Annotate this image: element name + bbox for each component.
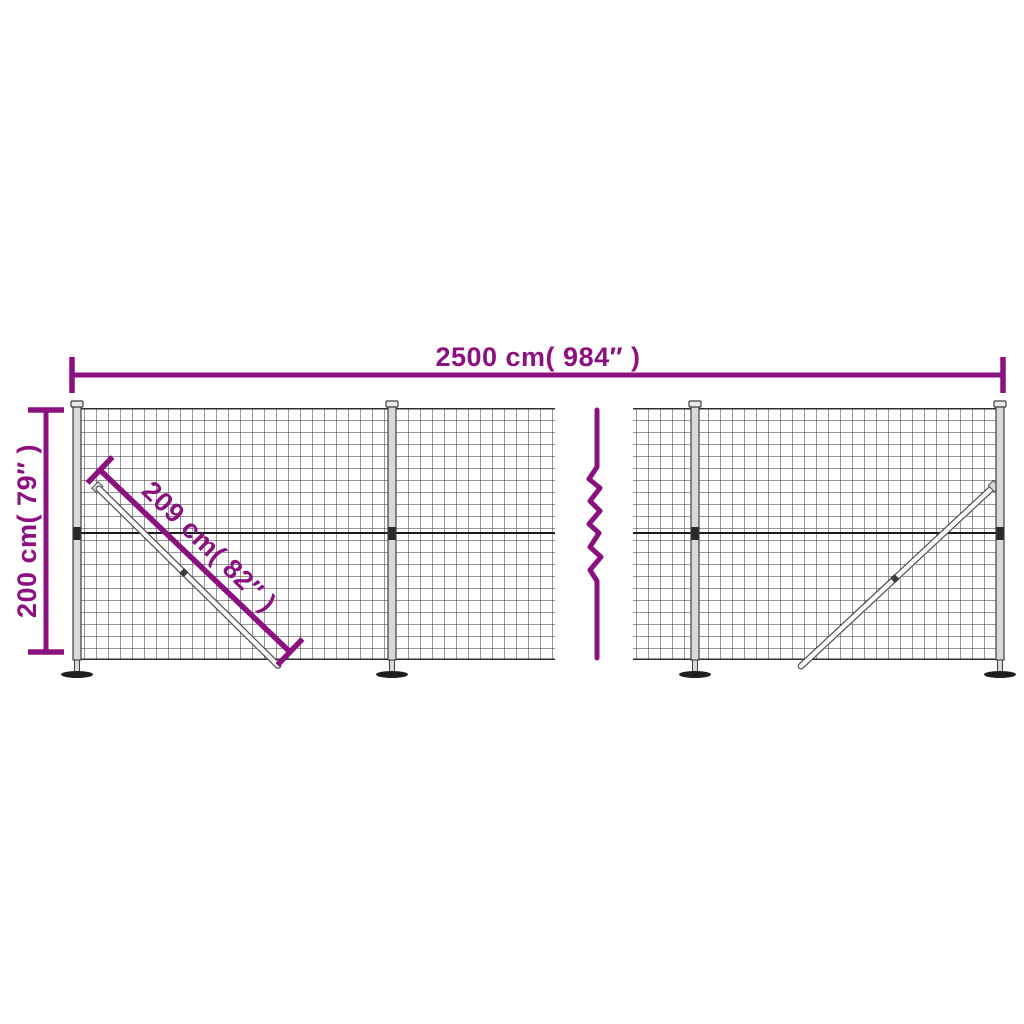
post-clamp xyxy=(691,527,699,540)
post-stem xyxy=(997,659,1003,673)
fence-post-1 xyxy=(61,400,93,678)
break-zigzag-icon xyxy=(586,407,604,661)
fence-post-2 xyxy=(376,400,408,678)
post-clamp xyxy=(73,527,81,540)
brace-clamp xyxy=(890,574,900,584)
fence-post-4 xyxy=(984,400,1016,678)
diagonal-dimension-top-cap xyxy=(85,455,115,485)
width-dimension-label: 2500 cm( 984″ ) xyxy=(435,342,640,372)
post-base-plate xyxy=(376,671,408,678)
left-mesh-panel xyxy=(77,408,555,660)
post-cap xyxy=(70,400,84,408)
post-base-plate xyxy=(61,671,93,678)
height-dimension-label: 200 cm( 79″ ) xyxy=(12,444,42,618)
width-dimension: 2500 cm( 984″ ) xyxy=(69,342,1006,393)
post-cap xyxy=(385,400,399,408)
diagonal-dimension-line xyxy=(98,468,292,654)
post-clamp xyxy=(996,527,1004,540)
post-stem xyxy=(389,659,395,673)
post-base-plate xyxy=(984,671,1016,678)
post-base-plate xyxy=(679,671,711,678)
diagonal-brace-left xyxy=(90,480,282,669)
brace-bar xyxy=(95,485,282,669)
post-stem xyxy=(74,659,80,673)
post-cap xyxy=(688,400,702,408)
fence-post-3 xyxy=(679,400,711,678)
height-dimension: 200 cm( 79″ ) xyxy=(12,407,64,655)
post-clamp xyxy=(388,527,396,540)
post-stem xyxy=(692,659,698,673)
post-cap xyxy=(993,400,1007,408)
brace-clamp xyxy=(179,568,189,578)
diagonal-dimension-bottom-cap xyxy=(275,637,305,667)
